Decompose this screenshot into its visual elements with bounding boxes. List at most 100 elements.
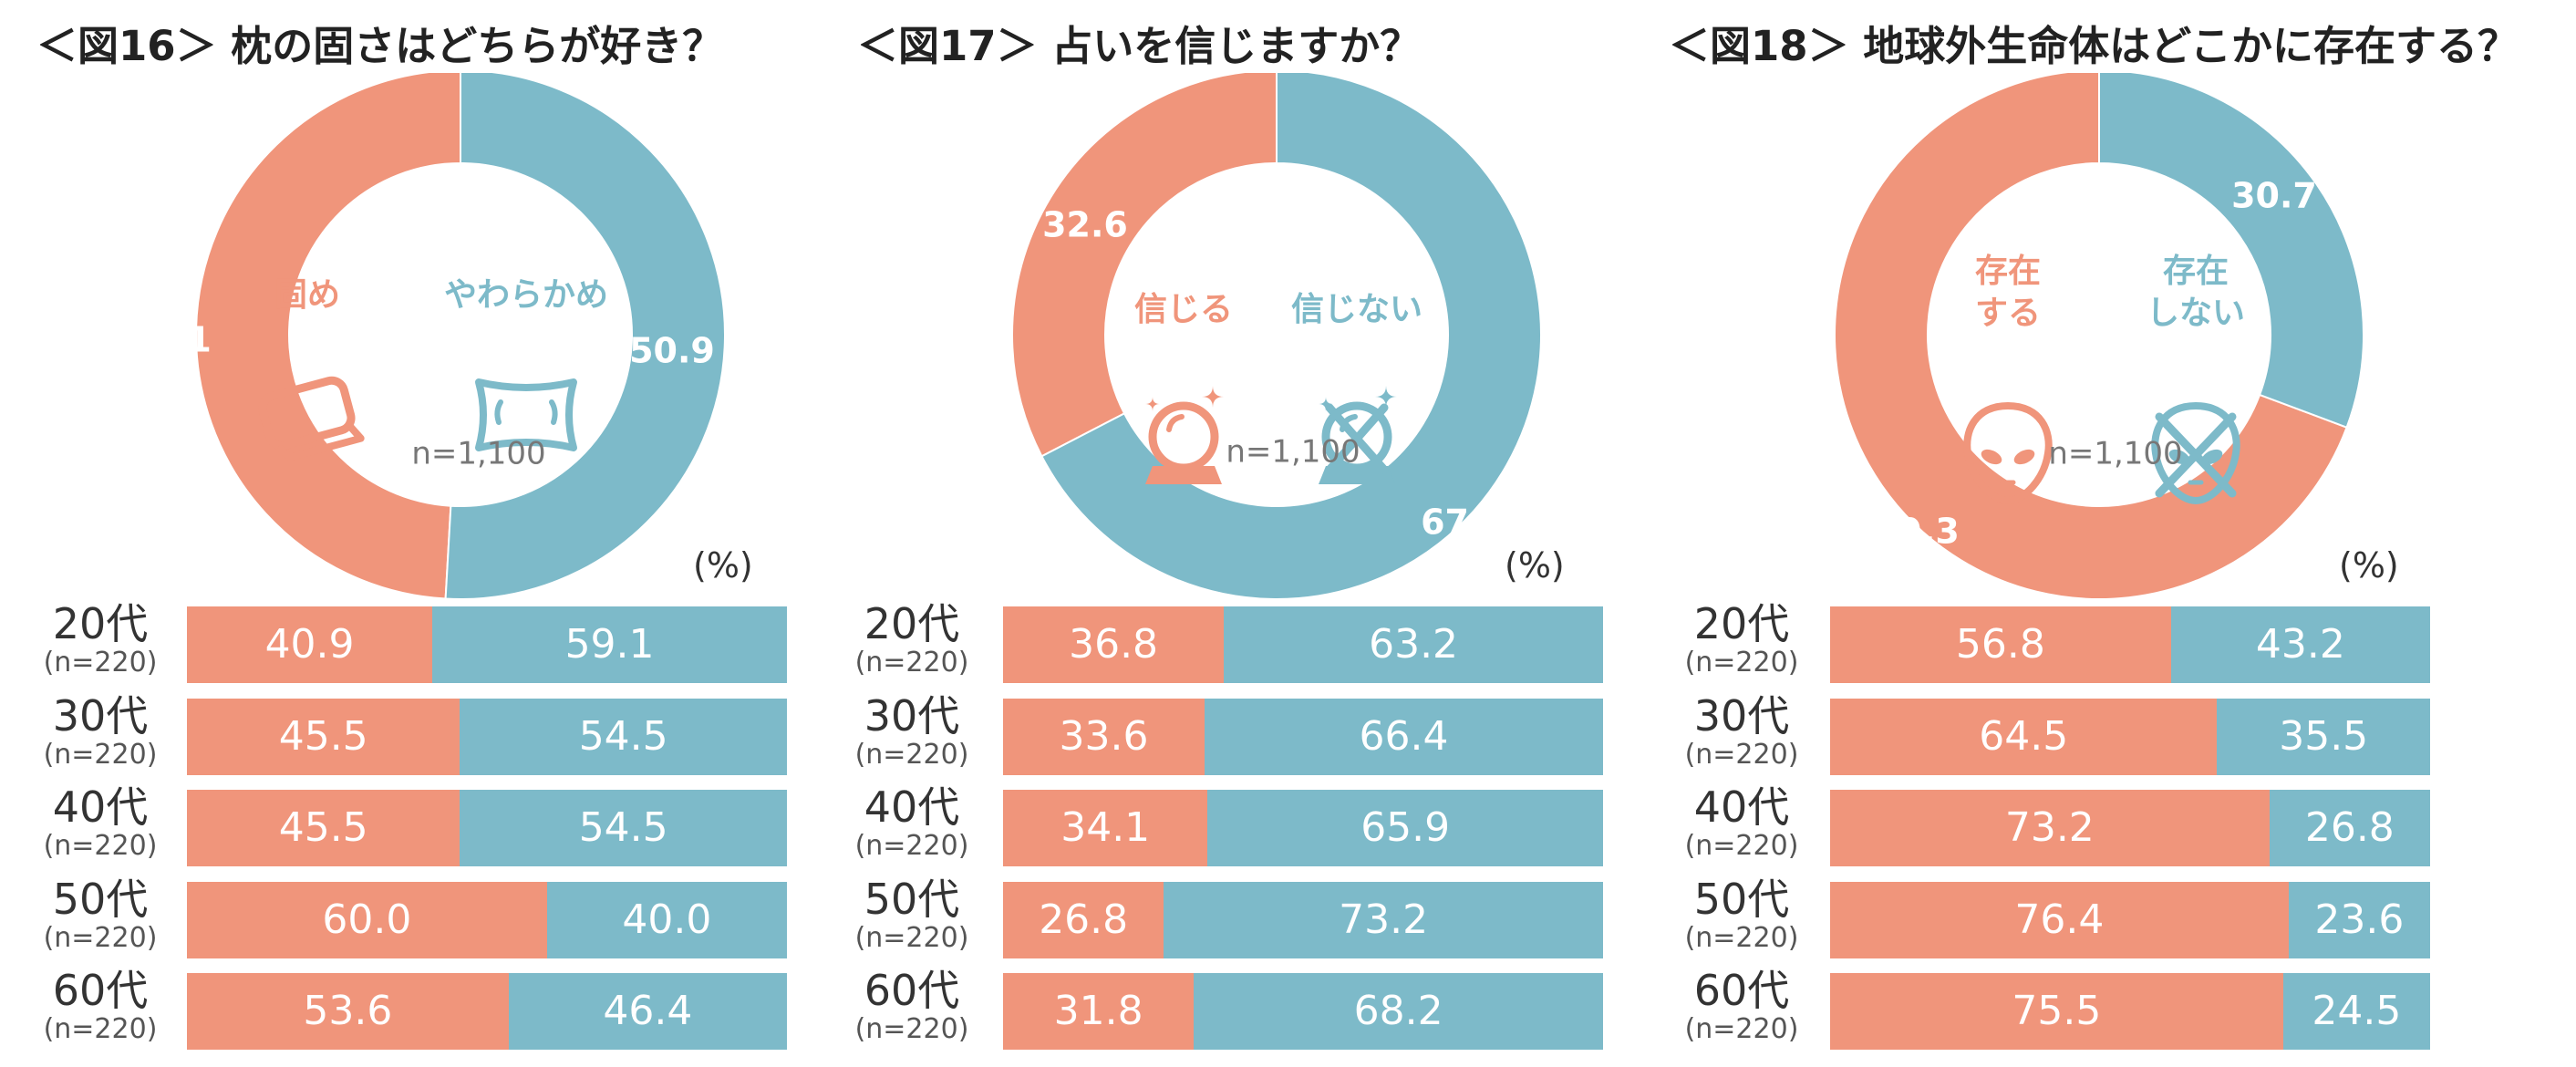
donut-slice-a — [1834, 73, 2348, 600]
bar-segment-a: 45.5 — [187, 790, 460, 866]
bar-segment-b: 23.6 — [2288, 882, 2430, 958]
chart-title: ＜図17＞ 占いを信じますか？ — [857, 22, 1422, 70]
bar-segment-a: 56.8 — [1830, 606, 2171, 683]
age-group-name: 20代 — [1693, 599, 1790, 648]
age-group-label: 60代 (n=220) — [1669, 968, 1815, 1046]
age-group-label: 30代 (n=220) — [1669, 693, 1815, 772]
age-group-label: 60代 (n=220) — [27, 968, 173, 1046]
stacked-bar: 36.8 63.2 — [1003, 606, 1603, 683]
age-group-name: 30代 — [864, 691, 960, 741]
sample-size-label: n=1,100 — [2048, 436, 2182, 472]
crossed-crystal-ball-icon — [1319, 386, 1397, 484]
bar-segment-b: 24.5 — [2282, 973, 2430, 1050]
age-group-name: 50代 — [864, 875, 960, 924]
age-group-sample: (n=220) — [854, 739, 969, 771]
bar-segment-b: 59.1 — [432, 606, 787, 683]
donut-slice-b — [444, 73, 726, 600]
age-group-label: 40代 (n=220) — [27, 784, 173, 863]
age-group-sample: (n=220) — [1684, 1013, 1799, 1045]
category-label: 信じない — [1291, 291, 1422, 328]
category-label: しない — [2147, 295, 2245, 332]
age-group-sample: (n=220) — [43, 830, 158, 862]
stacked-bar: 56.8 43.2 — [1830, 606, 2430, 683]
age-group-name: 30代 — [52, 691, 149, 741]
age-group-name: 20代 — [52, 599, 149, 648]
bar-segment-b: 26.8 — [2269, 790, 2430, 866]
sample-size-label: n=1,100 — [1226, 434, 1360, 471]
age-group-name: 40代 — [52, 782, 149, 832]
stacked-bar: 33.6 66.4 — [1003, 699, 1603, 775]
chart-panel-17: ＜図17＞ 占いを信じますか？ 32.6 67.4 信じる 信じない n=1,100 (… — [855, 0, 1678, 1067]
unit-label: (%) — [2339, 545, 2399, 585]
age-group-sample: (n=220) — [854, 830, 969, 862]
age-group-label: 50代 (n=220) — [839, 876, 985, 955]
category-label: 信じる — [1134, 291, 1233, 328]
stacked-bar: 45.5 54.5 — [187, 790, 787, 866]
age-group-name: 60代 — [52, 966, 149, 1015]
category-label: やわらかめ — [444, 276, 608, 314]
donut-slice-b — [2098, 73, 2364, 429]
age-group-label: 60代 (n=220) — [839, 968, 985, 1046]
pillow-soft-icon — [475, 378, 577, 451]
age-group-label: 50代 (n=220) — [27, 876, 173, 955]
age-group-sample: (n=220) — [854, 647, 969, 679]
donut-chart-17: 32.6 67.4 信じる 信じない n=1,100 — [1011, 73, 1542, 600]
age-group-label: 30代 (n=220) — [27, 693, 173, 772]
age-group-label: 40代 (n=220) — [839, 784, 985, 863]
bar-segment-a: 76.4 — [1830, 882, 2289, 958]
category-label: 存在 — [1975, 253, 2041, 290]
crossed-alien-icon — [2151, 401, 2240, 505]
stacked-bar: 31.8 68.2 — [1003, 973, 1603, 1050]
stacked-bar: 26.8 73.2 — [1003, 882, 1603, 958]
bar-segment-b: 40.0 — [546, 882, 787, 958]
age-group-name: 50代 — [52, 875, 149, 924]
age-group-name: 50代 — [1693, 875, 1790, 924]
age-group-sample: (n=220) — [43, 1013, 158, 1045]
age-group-sample: (n=220) — [1684, 647, 1799, 679]
stacked-bar: 76.4 23.6 — [1830, 882, 2430, 958]
age-group-sample: (n=220) — [1684, 830, 1799, 862]
donut-slice-a — [195, 73, 461, 600]
chart-panel-16: ＜図16＞ 枕の固さはどちらが好き？ 49.1 50.9 固め やわらかめ n=1,10… — [0, 0, 821, 1067]
bar-segment-b: 54.5 — [460, 790, 787, 866]
age-group-label: 50代 (n=220) — [1669, 876, 1815, 955]
bar-segment-b: 68.2 — [1194, 973, 1603, 1050]
stacked-bar: 75.5 24.5 — [1830, 973, 2430, 1050]
stacked-bar: 53.6 46.4 — [187, 973, 787, 1050]
sample-size-label: n=1,100 — [411, 436, 545, 472]
age-group-sample: (n=220) — [43, 922, 158, 954]
crystal-ball-icon — [1145, 386, 1224, 484]
category-label: 固め — [274, 276, 340, 314]
slice-value-label: 69.3 — [1874, 512, 1960, 552]
slice-value-label: 49.1 — [126, 320, 212, 360]
bar-segment-a: 60.0 — [187, 882, 547, 958]
category-label: する — [1975, 295, 2041, 332]
category-label: 存在 — [2163, 253, 2229, 290]
bar-segment-a: 75.5 — [1830, 973, 2283, 1050]
bar-segment-a: 53.6 — [187, 973, 509, 1050]
age-group-sample: (n=220) — [854, 922, 969, 954]
bar-segment-a: 73.2 — [1830, 790, 2270, 866]
bar-segment-b: 65.9 — [1207, 790, 1603, 866]
bar-segment-a: 33.6 — [1003, 699, 1205, 775]
age-group-label: 20代 (n=220) — [27, 601, 173, 679]
slice-value-label: 30.7 — [2231, 176, 2317, 216]
age-group-label: 30代 (n=220) — [839, 693, 985, 772]
bar-segment-b: 63.2 — [1224, 606, 1603, 683]
bar-segment-b: 73.2 — [1164, 882, 1603, 958]
age-group-label: 20代 (n=220) — [839, 601, 985, 679]
age-group-sample: (n=220) — [854, 1013, 969, 1045]
age-group-sample: (n=220) — [43, 647, 158, 679]
stacked-bar: 34.1 65.9 — [1003, 790, 1603, 866]
stacked-bar: 40.9 59.1 — [187, 606, 787, 683]
age-group-sample: (n=220) — [43, 739, 158, 771]
pillow-hard-icon — [258, 376, 365, 461]
bar-segment-b: 66.4 — [1205, 699, 1603, 775]
bar-segment-b: 46.4 — [508, 973, 787, 1050]
age-group-name: 60代 — [864, 966, 960, 1015]
alien-icon — [1963, 401, 2053, 505]
age-group-name: 40代 — [1693, 782, 1790, 832]
bar-segment-a: 26.8 — [1003, 882, 1164, 958]
bar-segment-b: 43.2 — [2170, 606, 2430, 683]
slice-value-label: 50.9 — [629, 331, 715, 371]
